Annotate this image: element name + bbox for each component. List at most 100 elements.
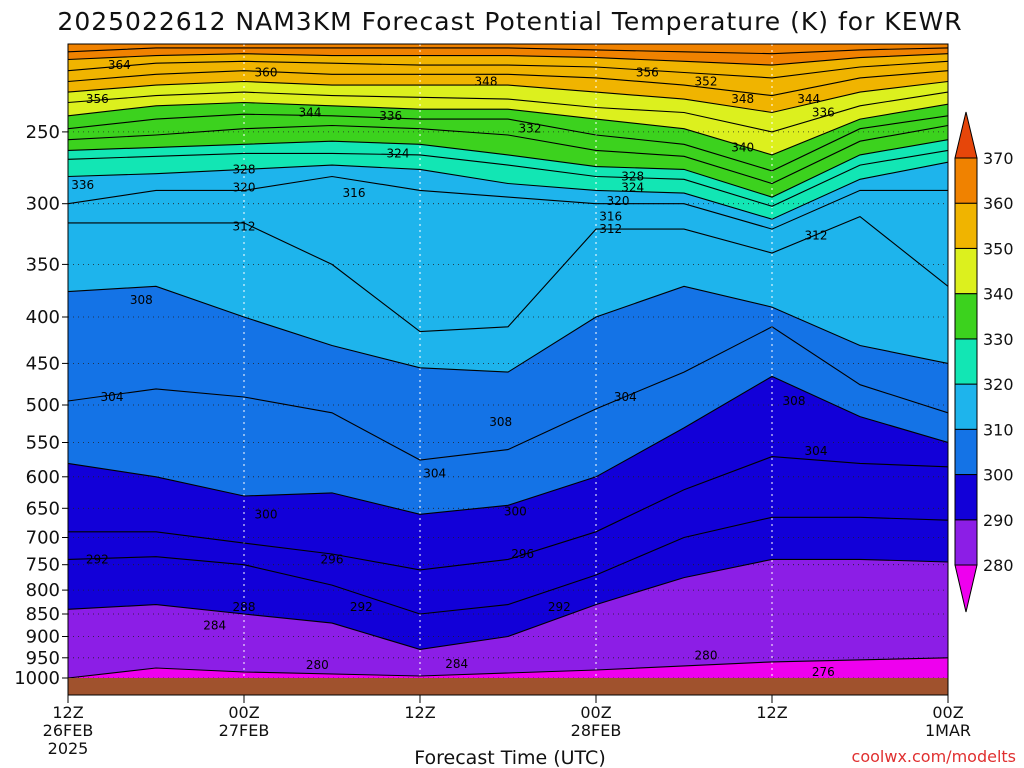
isentrope-352: [68, 70, 948, 97]
contour-label: 304: [423, 467, 446, 481]
colorbar-band-310: [954, 383, 978, 430]
colorbar: 370 360 350 340 330 320 310 300 290 280: [954, 111, 1014, 613]
contour-label: 308: [130, 293, 153, 307]
contour-label: 284: [445, 657, 468, 671]
colorbar-band-290: [954, 474, 978, 521]
isentrope-332: [68, 124, 948, 185]
colorbar-label: 330: [983, 330, 1014, 349]
x-tick-label: 00Z: [932, 703, 963, 722]
y-tick-label: 950: [26, 648, 60, 669]
contour-label: 292: [548, 600, 571, 614]
y-tick-label: 350: [26, 254, 60, 275]
contour-label: 336: [379, 109, 402, 123]
colorbar-label: 300: [983, 466, 1014, 485]
x-tick-label: 00Z: [228, 703, 259, 722]
ground-surface: [68, 678, 948, 695]
contour-label: 292: [86, 552, 109, 566]
colorbar-label: 290: [983, 511, 1014, 530]
contour-label: 364: [108, 58, 131, 72]
y-tick-label: 650: [26, 498, 60, 519]
x-tick-label: 00Z: [580, 703, 611, 722]
contour-label: 332: [519, 122, 542, 136]
x-tick-label: 12Z: [756, 703, 787, 722]
isentrope-320: [68, 161, 948, 220]
contour-label: 360: [255, 66, 278, 80]
y-tick-label: 250: [26, 122, 60, 143]
x-tick-label: 2025: [48, 739, 89, 758]
contour-label: 312: [233, 220, 256, 234]
chart-title: 2025022612 NAM3KM Forecast Potential Tem…: [57, 7, 962, 36]
contour-label: 280: [695, 649, 718, 663]
y-tick-label: 400: [26, 307, 60, 328]
watermark: coolwx.com/modelts: [852, 747, 1016, 766]
fill-below-280: [68, 657, 948, 678]
contour-label: 328: [621, 170, 644, 184]
y-tick-label: 300: [26, 194, 60, 215]
y-tick-label: 1000: [14, 668, 60, 689]
contour-label: 304: [805, 444, 828, 458]
contour-label: 300: [255, 507, 278, 521]
isentrope-288: [68, 558, 948, 650]
contour-label: 316: [599, 210, 622, 224]
colorbar-band-330: [954, 293, 978, 340]
isentrope-296: [68, 456, 948, 571]
colorbar-band-350: [954, 202, 978, 249]
contour-label: 348: [731, 92, 754, 106]
theta-fills: [68, 44, 948, 678]
contour-label: 276: [812, 665, 835, 679]
colorbar-label: 310: [983, 420, 1014, 439]
contour-label: 336: [71, 178, 94, 192]
isentrope-364: [68, 47, 948, 55]
isentrope-348: [68, 80, 948, 114]
contour-label: 348: [475, 75, 498, 89]
contour-label: 308: [489, 415, 512, 429]
contour-label: 344: [797, 92, 820, 106]
colorbar-top-arrow: [954, 111, 978, 159]
isentrope-340: [68, 101, 948, 156]
isentrope-328: [68, 139, 948, 198]
contour-label: 340: [731, 140, 754, 154]
contour-label: 296: [321, 552, 344, 566]
y-tick-label: 450: [26, 353, 60, 374]
contour-label: 312: [599, 222, 622, 236]
isentrope-324: [68, 149, 948, 207]
contour-label: 356: [636, 66, 659, 80]
contour-label: 292: [350, 600, 373, 614]
y-tick-label: 500: [26, 395, 60, 416]
x-tick-label: 12Z: [52, 703, 83, 722]
colorbar-label: 370: [983, 149, 1014, 168]
contour-label: 312: [805, 228, 828, 242]
x-axis-label: Forecast Time (UTC): [414, 747, 605, 768]
colorbar-band-360: [954, 157, 978, 204]
contour-label: 308: [783, 394, 806, 408]
colorbar-label: 340: [983, 285, 1014, 304]
contour-label: 320: [233, 181, 256, 195]
colorbar-band-320: [954, 338, 978, 385]
x-tick-label: 26FEB: [43, 721, 94, 740]
isentrope-316: [68, 175, 948, 230]
y-tick-label: 850: [26, 604, 60, 625]
pressure-axis: 2503003504004505005506006507007508008509…: [14, 122, 68, 689]
contour-label: 304: [101, 390, 124, 404]
isentrope-336: [68, 113, 948, 172]
isentrope-300: [68, 375, 948, 515]
colorbar-label: 280: [983, 556, 1014, 575]
colorbar-band-280: [954, 519, 978, 566]
colorbar-band-340: [954, 247, 978, 295]
y-tick-label: 800: [26, 580, 60, 601]
x-tick-label: 1MAR: [925, 721, 971, 740]
isentrope-280: [68, 657, 948, 678]
contour-label: 288: [233, 600, 256, 614]
contour-label: 324: [387, 146, 410, 160]
contour-label: 284: [203, 618, 226, 632]
contour-label: 280: [306, 658, 329, 672]
contour-label: 352: [695, 75, 718, 89]
contour-label: 324: [621, 181, 644, 195]
y-tick-label: 750: [26, 555, 60, 576]
contour-label: 328: [233, 162, 256, 176]
y-tick-label: 900: [26, 627, 60, 648]
colorbar-bottom-arrow: [954, 564, 978, 613]
